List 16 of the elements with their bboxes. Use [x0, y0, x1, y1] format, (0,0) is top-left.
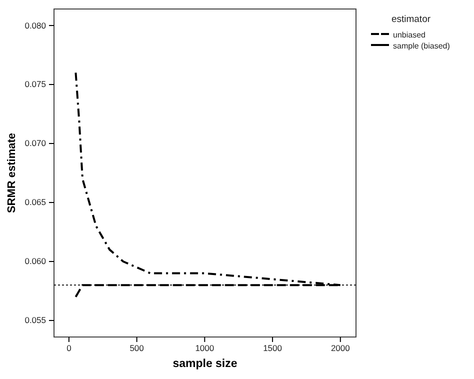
x-tick-label: 1000 [195, 343, 214, 354]
y-tick-label: 0.060 [24, 256, 46, 266]
legend-title: estimator [391, 14, 431, 25]
y-tick-label: 0.055 [24, 315, 46, 326]
legend-label: sample (biased) [393, 42, 450, 50]
y-tick-label: 0.075 [24, 79, 46, 90]
legend-label: unbiased [393, 30, 426, 40]
y-tick-label: 0.065 [24, 197, 46, 208]
x-tick-label: 1500 [263, 343, 282, 354]
y-axis-title: SRMR estimate [6, 132, 18, 214]
y-tick-label: 0.080 [24, 20, 46, 30]
y-tick-label: 0.070 [24, 138, 46, 148]
x-axis-title: sample size [172, 358, 238, 370]
x-tick-label: 0 [66, 343, 72, 354]
x-tick-label: 500 [130, 343, 144, 354]
x-tick-label: 2000 [330, 343, 350, 354]
